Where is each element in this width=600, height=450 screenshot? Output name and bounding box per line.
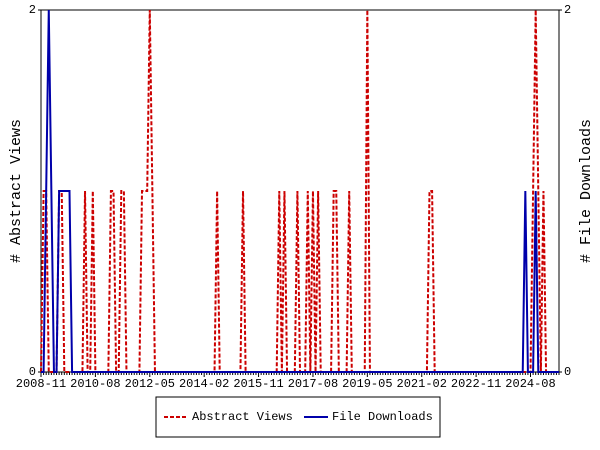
legend-box (155, 396, 441, 438)
data-line (40, 9, 559, 373)
x-tick-label: 2012-05 (125, 377, 175, 391)
x-tick-label: 2024-08 (505, 377, 555, 391)
x-tick-label: 2008-11 (16, 377, 66, 391)
x-tick-label: 2015-11 (233, 377, 283, 391)
legend-label: Abstract Views (192, 410, 293, 424)
y-axis-label: # Abstract Views (8, 119, 25, 263)
x-tick-label: 2022-11 (451, 377, 501, 391)
x-tick-label: 2021-02 (397, 377, 447, 391)
y2-tick-label: 0 (564, 365, 571, 379)
y-tick-label: 2 (29, 3, 36, 17)
x-tick-label: 2017-08 (288, 377, 338, 391)
y-tick-label: 0 (29, 365, 36, 379)
y2-tick-label: 2 (564, 3, 571, 17)
legend-label: File Downloads (332, 410, 433, 424)
data-line (41, 9, 559, 373)
y2-axis-label: # File Downloads (578, 119, 595, 263)
x-tick-label: 2010-08 (70, 377, 120, 391)
x-tick-label: 2019-05 (342, 377, 392, 391)
x-tick-label: 2014-02 (179, 377, 229, 391)
